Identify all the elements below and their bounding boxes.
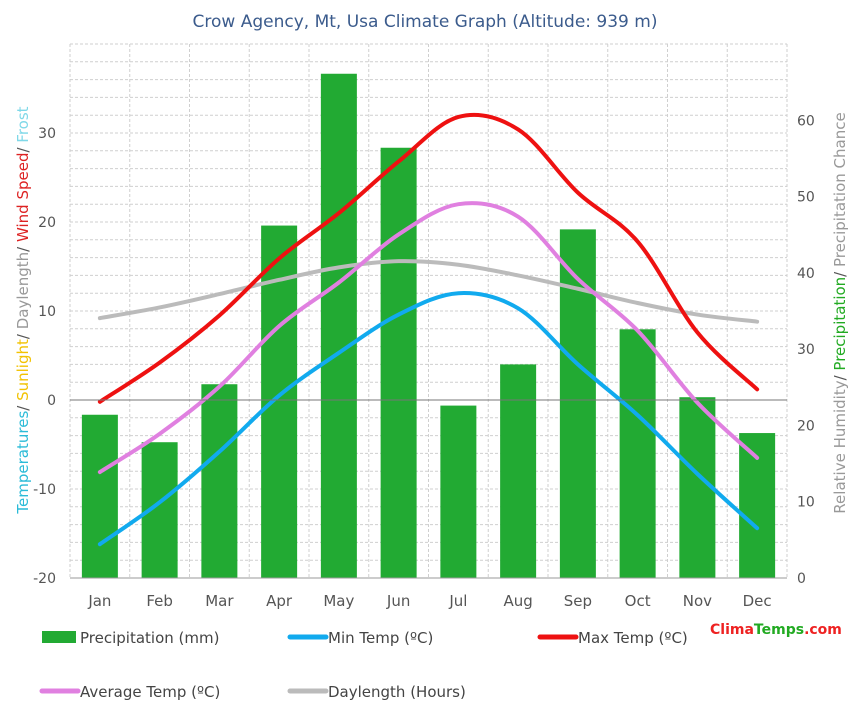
legend-label: Max Temp (ºC) xyxy=(578,629,688,647)
legend-label: Average Temp (ºC) xyxy=(80,683,220,701)
axis-label-part: Frost xyxy=(14,106,32,142)
left-tick-label: 20 xyxy=(38,215,56,231)
precipitation-bar xyxy=(380,147,417,578)
precipitation-bar xyxy=(440,405,477,578)
axis-label-part: Daylength xyxy=(14,252,32,329)
average-temp-c-line xyxy=(97,201,760,475)
month-label: Feb xyxy=(146,592,173,610)
legend-label: Daylength (Hours) xyxy=(328,683,466,701)
min-temp-c-line xyxy=(97,291,760,547)
brand-part: Clima xyxy=(710,622,754,638)
axis-label-part: Relative Humidity xyxy=(831,380,849,513)
legend-label: Min Temp (ºC) xyxy=(328,629,433,647)
axis-label-part: / xyxy=(14,329,32,339)
precipitation-bar xyxy=(320,73,357,578)
right-tick-label: 10 xyxy=(797,495,815,511)
axis-label-part: / xyxy=(831,371,849,381)
series-lines xyxy=(97,112,760,547)
left-tick-label: 30 xyxy=(38,126,56,142)
month-label: Dec xyxy=(743,592,772,610)
month-label: Sep xyxy=(564,592,592,610)
right-tick-label: 50 xyxy=(797,190,815,206)
precipitation-bar xyxy=(500,364,537,578)
month-label: Oct xyxy=(625,592,651,610)
right-tick-label: 30 xyxy=(797,342,815,358)
precipitation-bar xyxy=(619,329,656,578)
month-label: Apr xyxy=(266,592,293,610)
axis-label-part: / xyxy=(14,143,32,153)
daylength-hours-line xyxy=(97,259,760,324)
axes xyxy=(70,399,787,579)
month-label: Nov xyxy=(683,592,712,610)
month-label: Jun xyxy=(386,592,410,610)
month-label: Aug xyxy=(503,592,532,610)
legend: Precipitation (mm) Min Temp (ºC) Max Temp … xyxy=(39,629,688,701)
axis-label-part: Precipitation xyxy=(831,277,849,371)
axis-label-part: / xyxy=(831,267,849,277)
brand-logo[interactable]: ClimaTemps.com xyxy=(710,622,842,638)
brand-part: .com xyxy=(804,622,842,638)
tick-labels: -20 -10 0 10 20 30 0 10 20 30 40 50 60 xyxy=(33,113,815,587)
max-temp-c-line xyxy=(97,112,760,404)
axis-label-part: / xyxy=(14,401,32,411)
right-axis-label: Relative Humidity/ Precipitation/ Precip… xyxy=(831,112,849,513)
right-tick-label: 40 xyxy=(797,266,815,282)
precipitation-bar xyxy=(81,414,118,578)
axis-label-part: Wind Speed xyxy=(14,153,32,243)
left-tick-label: 10 xyxy=(38,304,56,320)
axis-label-part: Sunlight xyxy=(14,339,32,401)
left-tick-label: 0 xyxy=(47,393,56,409)
left-tick-label: -10 xyxy=(33,482,56,498)
chart-title: Crow Agency, Mt, Usa Climate Graph (Alti… xyxy=(193,12,658,32)
right-tick-label: 60 xyxy=(797,113,815,129)
legend-swatch xyxy=(42,631,76,643)
axis-label-part: Temperatures xyxy=(14,411,32,515)
axis-label-part: / xyxy=(14,242,32,252)
left-axis-label: Temperatures/ Sunlight/ Daylength/ Wind … xyxy=(14,106,32,514)
legend-label: Precipitation (mm) xyxy=(80,629,219,647)
precipitation-bar xyxy=(201,384,238,578)
month-label: Jan xyxy=(87,592,111,610)
right-tick-label: 20 xyxy=(797,418,815,434)
precipitation-bar xyxy=(739,433,776,578)
axis-label-part: Precipitation Chance xyxy=(831,112,849,267)
brand-part: Temps xyxy=(754,622,804,638)
precipitation-bars xyxy=(81,73,776,579)
right-tick-label: 0 xyxy=(797,571,806,587)
month-labels: Jan Feb Mar Apr May Jun Jul Aug Sep Oct Nov Dec xyxy=(87,592,771,610)
month-label: Mar xyxy=(205,592,234,610)
left-tick-label: -20 xyxy=(33,571,56,587)
month-label: Jul xyxy=(448,592,467,610)
month-label: May xyxy=(323,592,354,610)
